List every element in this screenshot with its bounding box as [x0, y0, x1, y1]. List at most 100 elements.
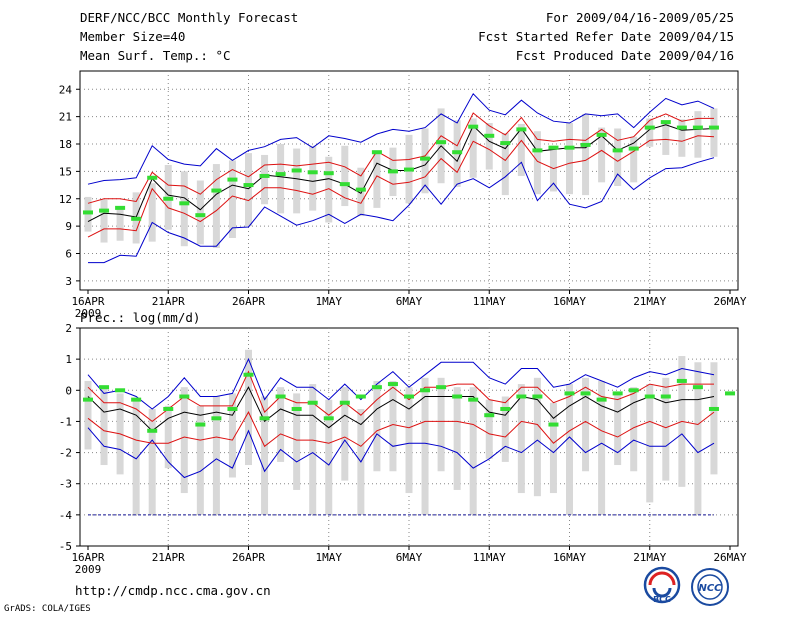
prec-spread-bar [261, 396, 269, 515]
temp-observed-mark [259, 173, 270, 178]
prec-spread-bar [277, 387, 285, 462]
fcst-produced-date: Fcst Produced Date 2009/04/16 [515, 48, 734, 63]
prec-observed-mark [548, 422, 559, 427]
prec-spread-bar [373, 380, 381, 472]
temp-spread-bar [485, 123, 493, 170]
temp-spread-bar [293, 148, 301, 214]
prec-observed-mark [564, 391, 575, 396]
prec-spread-bar [614, 393, 622, 466]
prec-spread-bar [100, 387, 108, 466]
temp-spread-bar [245, 153, 252, 227]
prec-observed-mark [323, 416, 334, 421]
prec-observed-mark [179, 394, 190, 399]
prec-upper-line [87, 370, 714, 423]
temp-spread-bar [582, 113, 590, 196]
temp-observed-mark [387, 169, 398, 174]
temp-spread-bar [212, 164, 220, 249]
prec-spread-bar [533, 377, 541, 497]
prec-lower-line [87, 411, 715, 448]
temp-observed-mark [644, 125, 655, 130]
prec-xtick-label: 1MAY [316, 551, 343, 564]
forecast-period: For 2009/04/16-2009/05/25 [545, 10, 734, 25]
temp-xtick-label: 21APR [152, 295, 185, 308]
temp-observed-mark [580, 142, 591, 147]
prec-observed-mark [692, 385, 703, 390]
prec-spread-bar [453, 387, 461, 490]
prec-spread-bar [485, 399, 493, 459]
temp-spread-bar [148, 183, 156, 242]
temp-spread-bar [630, 136, 638, 183]
prec-ytick-label: -2 [59, 447, 72, 460]
temp-xtick-label: 11MAY [473, 295, 506, 308]
prec-observed-mark [131, 397, 142, 402]
prec-spread-bar [309, 384, 317, 515]
member-size: Member Size=40 [80, 29, 186, 44]
prec-spread-bar [132, 399, 140, 515]
prec-spread-bar [148, 408, 156, 515]
prec-spread-bar [341, 387, 349, 481]
prec-spread-bar [710, 362, 718, 475]
temp-observed-mark [436, 140, 447, 145]
prec-observed-mark [436, 385, 447, 390]
temp-observed-mark [99, 208, 110, 213]
prec-spread-bar [421, 377, 429, 515]
prec-max-line [87, 357, 715, 410]
prec-observed-mark [339, 400, 350, 405]
temp-ytick-label: 6 [65, 248, 72, 261]
temp-observed-mark [291, 168, 302, 173]
prec-xtick-label: 6MAY [396, 551, 423, 564]
temp-ytick-label: 12 [59, 193, 72, 206]
temp-ytick-label: 9 [65, 220, 72, 233]
prec-spread-bar [84, 380, 92, 450]
prec-observed-mark [612, 391, 623, 396]
temp-ytick-label: 24 [59, 83, 73, 96]
source-url[interactable]: http://cmdp.ncc.cma.gov.cn [75, 583, 271, 598]
temp-xtick-label: 6MAY [396, 295, 423, 308]
prec-observed-mark [404, 394, 414, 399]
temp-spread-bar [678, 119, 686, 157]
temp-observed-mark [516, 127, 527, 132]
temp-spread-bar [662, 121, 670, 155]
prec-spread-bar [325, 399, 333, 515]
prec-ytick-label: -4 [59, 509, 73, 522]
temp-lower-line [87, 135, 715, 238]
temp-spread-bar [277, 144, 285, 214]
temp-observed-mark [452, 150, 463, 155]
temp-spread-bar [196, 180, 204, 245]
temp-observed-mark [404, 167, 414, 172]
variable-label: Mean Surf. Temp.: °C [80, 48, 231, 63]
prec-observed-mark [275, 394, 286, 399]
temp-spread-bar [533, 131, 541, 195]
temp-spread-bar [100, 199, 108, 243]
prec-xtick-year: 2009 [75, 563, 102, 576]
prec-observed-mark [484, 413, 495, 418]
prec-spread-bar [662, 377, 670, 481]
temp-observed-mark [420, 156, 431, 161]
fcst-started-date: Fcst Started Refer Date 2009/04/15 [478, 29, 734, 44]
temp-spread-bar [421, 128, 429, 194]
temp-spread-bar [325, 156, 333, 223]
temp-spread-bar [180, 171, 188, 247]
temp-observed-mark [307, 170, 318, 175]
temp-xtick-label: 26APR [232, 295, 265, 308]
svg-text:BCC: BCC [653, 595, 671, 604]
prec-observed-mark [580, 391, 591, 396]
prec-min-line [87, 427, 715, 479]
temp-observed-mark [692, 125, 703, 130]
grads-credit: GrADS: COLA/IGES [4, 604, 91, 614]
prec-spread-bar [164, 405, 172, 469]
temp-mean-line [87, 124, 715, 223]
prec-observed-mark [708, 406, 719, 411]
temp-spread-bar [710, 108, 718, 157]
temp-spread-bar [566, 123, 573, 195]
prec-observed-mark [83, 397, 93, 402]
prec-observed-mark [387, 382, 398, 387]
prec-xtick-label: 16MAY [553, 551, 586, 564]
prec-observed-mark [532, 394, 543, 399]
temp-spread-bar [228, 160, 236, 238]
prec-mean-line [87, 386, 715, 432]
prec-observed-mark [468, 397, 479, 402]
temp-observed-mark [548, 145, 559, 150]
prec-observed-mark [227, 406, 238, 411]
